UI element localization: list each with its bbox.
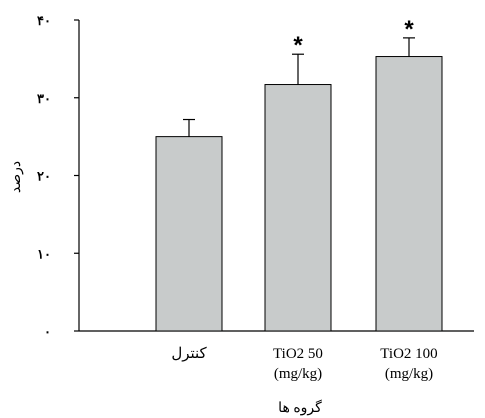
- category-label: TiO2 100: [380, 346, 437, 362]
- y-tick-label: ۱۰: [37, 246, 51, 261]
- labels: ۰ ۱۰ ۲۰ ۳۰ ۴۰ کنترل * TiO2 50 (mg/kg) * TiO2 100 (m…: [37, 13, 438, 382]
- significance-marker: *: [404, 16, 414, 43]
- y-tick-label: ۰: [44, 324, 51, 339]
- significance-marker: *: [293, 32, 303, 59]
- bars: [155, 37, 443, 332]
- bar: [375, 56, 443, 332]
- x-axis-title: گروه ها: [278, 399, 322, 416]
- bar: [155, 136, 223, 332]
- category-label: (mg/kg): [385, 366, 433, 382]
- y-tick-label: ۴۰: [37, 13, 51, 28]
- y-tick-label: ۲۰: [37, 169, 51, 184]
- y-axis-title: درصد: [9, 161, 24, 193]
- category-label: (mg/kg): [274, 366, 322, 382]
- category-label: کنترل: [171, 346, 207, 362]
- bar: [264, 84, 332, 332]
- y-tick-label: ۳۰: [37, 91, 51, 106]
- category-label: TiO2 50: [273, 346, 323, 362]
